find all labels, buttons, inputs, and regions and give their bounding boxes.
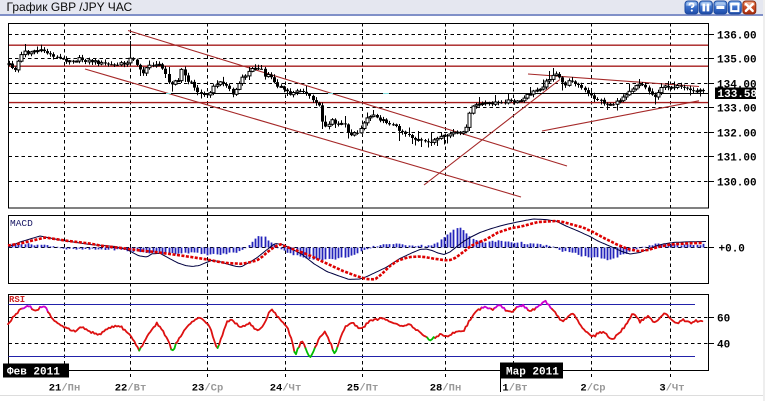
svg-text:+0.0: +0.0 bbox=[719, 244, 745, 256]
svg-text:133.00: 133.00 bbox=[717, 104, 757, 116]
svg-text:132.00: 132.00 bbox=[717, 129, 757, 141]
svg-text:23/Ср: 23/Ср bbox=[192, 383, 224, 395]
svg-text:22/Вт: 22/Вт bbox=[115, 383, 147, 395]
svg-text:Фев 2011: Фев 2011 bbox=[7, 367, 60, 379]
svg-text:График GBP /JPY ЧАС: График GBP /JPY ЧАС bbox=[7, 0, 133, 14]
svg-text:21/Пн: 21/Пн bbox=[49, 383, 81, 395]
svg-text:1/Вт: 1/Вт bbox=[502, 383, 527, 395]
svg-text:RSI: RSI bbox=[9, 295, 25, 305]
svg-text:Мар 2011: Мар 2011 bbox=[506, 367, 559, 379]
svg-text:130.00: 130.00 bbox=[717, 178, 757, 190]
svg-text:MACD: MACD bbox=[10, 218, 33, 229]
svg-text:131.00: 131.00 bbox=[717, 153, 757, 165]
svg-text:133.58: 133.58 bbox=[718, 89, 758, 101]
svg-text:60: 60 bbox=[717, 314, 730, 326]
svg-text:136.00: 136.00 bbox=[717, 31, 757, 43]
svg-text:3/Чт: 3/Чт bbox=[659, 383, 684, 395]
svg-text:135.00: 135.00 bbox=[717, 55, 757, 67]
svg-text:40: 40 bbox=[717, 340, 730, 352]
svg-text:2/Ср: 2/Ср bbox=[580, 383, 605, 395]
svg-text:28/Пн: 28/Пн bbox=[430, 383, 462, 395]
svg-text:24/Чт: 24/Чт bbox=[270, 383, 302, 395]
svg-text:25/Пт: 25/Пт bbox=[347, 383, 379, 395]
